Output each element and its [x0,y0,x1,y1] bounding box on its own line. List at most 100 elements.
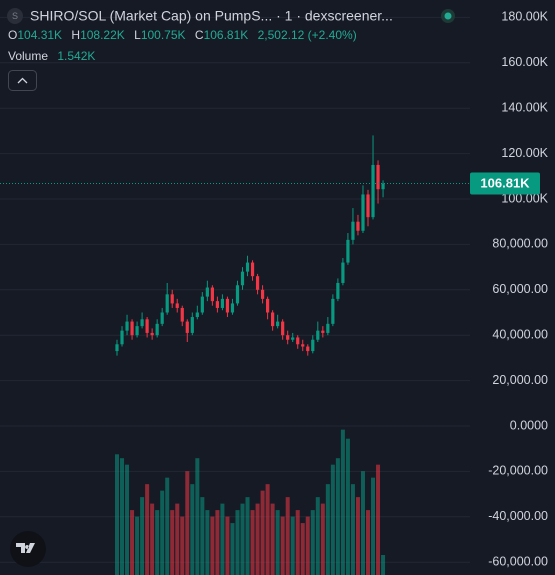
volume-bar [230,523,235,575]
candle-body [190,317,194,333]
y-tick-label: 120.00K [501,146,548,160]
volume-bar [305,516,310,575]
volume-bar [245,497,250,575]
volume-bar [345,438,350,575]
volume-value: 1.542K [57,49,95,63]
volume-bar [355,497,360,575]
candle-body [215,301,219,308]
l-key: L [134,28,141,42]
ohlc-legend: O104.31K H108.22K L100.75K C106.81K 2,50… [8,28,357,42]
y-tick-label: 20,000.00 [492,373,548,387]
candle-body [205,287,209,297]
candle-body [356,221,360,231]
volume-bar [270,503,275,575]
candle-body [316,330,320,340]
volume-bar [360,471,365,575]
y-tick-label: 0.0000 [510,418,548,432]
candle-body [351,221,355,240]
candles [115,135,385,356]
candle-body [311,339,315,352]
low-value: 100.75K [141,28,186,42]
volume-bar [320,503,325,575]
volume-bar [215,510,220,575]
volume-bars [115,429,386,575]
volume-bar [300,523,305,575]
volume-bar [180,516,185,575]
volume-bar [260,490,265,575]
candle-body [336,282,340,299]
candle-body [120,330,124,345]
candle-body [195,312,199,318]
volume-bar [195,458,200,575]
volume-bar [130,510,135,575]
volume-bar [120,458,125,575]
logo-mark [16,543,35,553]
volume-key: Volume [8,49,48,63]
candle-body [326,323,330,333]
volume-bar [145,484,150,575]
volume-bar [371,477,376,575]
volume-bar [240,503,245,575]
volume-bar [200,497,205,575]
tradingview-logo[interactable] [10,531,46,567]
candle-body [165,294,169,313]
candle-body [160,312,164,324]
volume-bar [155,510,160,575]
candle-body [225,298,230,313]
y-tick-label: 60,000.00 [492,282,548,296]
close-value: 106.81K [204,28,249,42]
status-dot [444,12,452,20]
volume-bar [225,516,230,575]
candle-body [331,298,335,324]
candle-body [376,164,380,190]
candle-body [135,326,139,336]
y-tick-label: -60,000.00 [488,554,548,568]
candle-body [185,321,189,333]
volume-bar [265,484,270,575]
y-tick-label: 40,000.00 [492,327,548,341]
candle-body [281,321,285,336]
volume-bar [165,477,170,575]
volume-bar [280,516,285,575]
y-tick-label: 80,000.00 [492,237,548,251]
open-value: 104.31K [17,28,62,42]
candle-body [361,194,365,231]
y-tick-label: 100.00K [501,191,548,205]
candle-body [266,298,270,313]
price-axis: 180.00K 160.00K 140.00K 120.00K 100.00K 80,00… [0,10,549,568]
candle-body [306,346,310,352]
candle-body [180,307,184,322]
candle-body [230,303,235,313]
candle-body [301,344,305,347]
volume-bar [115,454,119,575]
chart-title[interactable]: SHIRO/SOL (Market Cap) on PumpS... · 1 ·… [30,8,393,24]
candle-body [210,287,214,302]
volume-bar [175,503,180,575]
collapse-button[interactable] [8,70,37,91]
volume-bar [290,516,295,575]
candle-body [250,262,255,277]
change-value: 2,502.12 (+2.40%) [258,28,357,42]
y-tick-label: -40,000.00 [488,509,548,523]
candle-body [346,239,350,263]
volume-bar [376,464,381,575]
candle-body [145,319,149,333]
volume-bar [330,464,335,575]
candle-body [235,285,240,304]
o-key: O [8,28,17,42]
y-tick-label: -20,000.00 [488,464,548,478]
icon-letter: S [12,11,18,21]
grid [0,16,470,563]
volume-bar [185,471,190,575]
volume-bar [350,484,355,575]
candle-body [170,294,174,304]
volume-bar [160,490,165,575]
volume-bar [170,510,175,575]
volume-bar [210,516,215,575]
volume-bar [340,429,345,575]
volume-bar [295,510,300,575]
volume-bar [381,554,386,575]
volume-bar [220,503,225,575]
